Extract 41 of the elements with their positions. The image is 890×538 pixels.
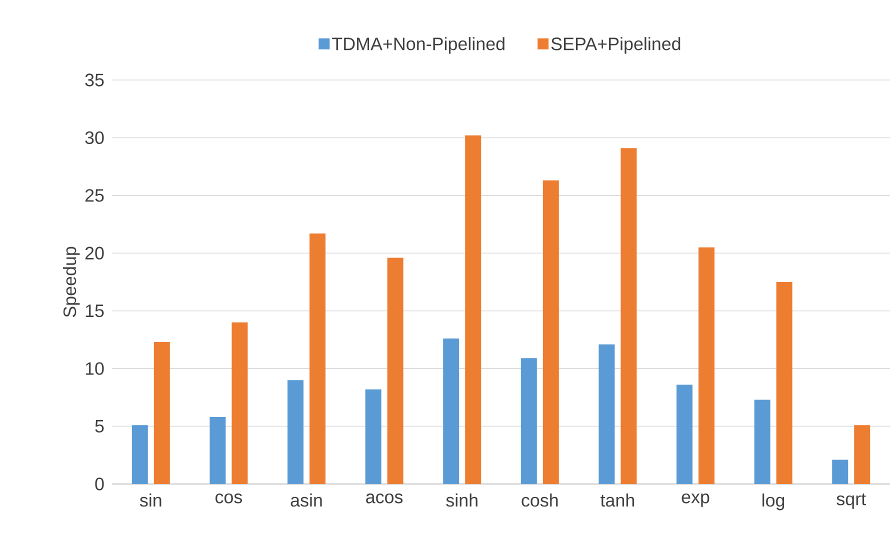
bar <box>288 380 304 484</box>
y-tick-label: 35 <box>85 74 104 86</box>
bar <box>698 247 715 484</box>
bar <box>776 282 792 484</box>
x-tick-label: exp <box>682 494 710 507</box>
x-tick-label: acos <box>366 494 403 504</box>
bar <box>132 425 148 484</box>
x-tick-label: sqrt <box>836 494 866 509</box>
bar <box>210 417 226 484</box>
x-tick-label: asin <box>290 494 322 507</box>
y-tick-label: 5 <box>95 420 104 433</box>
bar <box>387 258 404 484</box>
bar <box>676 384 693 484</box>
bar <box>854 425 870 484</box>
bar <box>542 180 559 484</box>
bar <box>154 342 170 484</box>
legend-label: SEPA+Pipelined <box>551 37 680 54</box>
x-tick-label: sin <box>140 494 162 507</box>
bar <box>832 460 848 484</box>
bar <box>598 344 615 484</box>
y-tick-label: 0 <box>95 478 104 490</box>
y-axis-title: Speedup <box>62 246 80 318</box>
x-tick-label: cosh <box>522 494 558 507</box>
bar <box>310 234 326 484</box>
bar <box>232 322 248 484</box>
x-tick-label: cos <box>216 494 242 504</box>
y-tick-label: 20 <box>85 246 104 260</box>
x-tick-label: tanh <box>600 494 634 507</box>
y-tick-label: 15 <box>86 304 104 318</box>
legend-label: TDMA+Non-Pipelined <box>332 37 504 54</box>
y-tick-label: 25 <box>85 189 104 202</box>
bar <box>520 358 537 484</box>
y-tick-label: 30 <box>85 131 104 144</box>
x-tick-label: sinh <box>446 494 478 507</box>
bar <box>754 400 770 484</box>
bar <box>620 148 637 484</box>
y-tick-label: 10 <box>86 362 104 375</box>
bar <box>465 135 482 484</box>
bar <box>365 389 382 484</box>
bar <box>443 338 460 484</box>
x-tick-label: log <box>762 494 784 510</box>
